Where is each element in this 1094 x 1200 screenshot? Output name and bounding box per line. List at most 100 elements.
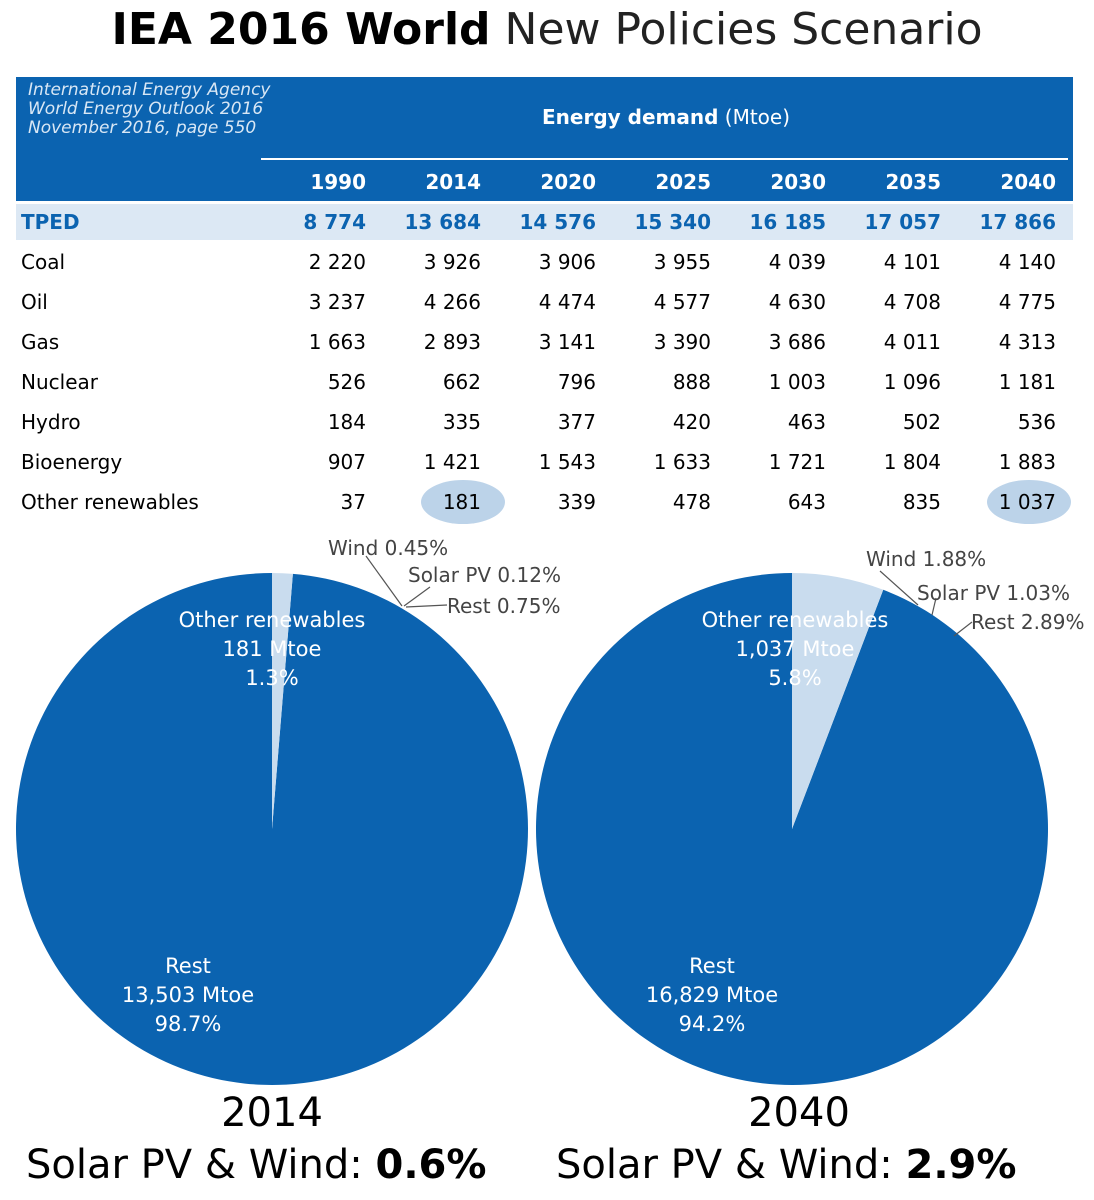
table-row: Bioenergy 907 1 421 1 543 1 633 1 721 1 …: [16, 444, 1073, 480]
year-header-row: 1990 2014 2020 2025 2030 2035 2040: [16, 167, 1073, 197]
callout-solar-2040: Solar PV 1.03%: [917, 581, 1070, 605]
cell: 907: [327, 450, 366, 474]
slice-value: 13,503 Mtoe: [121, 983, 255, 1007]
cell: 4 577: [653, 290, 711, 314]
cell: 1 181: [998, 370, 1056, 394]
table-title-bold: Energy demand: [541, 105, 719, 129]
pie-2014-year: 2014: [221, 1090, 323, 1136]
cell: 4 775: [998, 290, 1056, 314]
cell: 3 141: [538, 330, 596, 354]
cell: 478: [672, 490, 711, 514]
cell: 4 101: [883, 250, 941, 274]
slice-value: 181 Mtoe: [222, 637, 322, 661]
summary-value: 2.9%: [905, 1142, 1017, 1188]
year-header: 2035: [885, 170, 941, 194]
cell: 8 774: [303, 210, 366, 234]
cell: 888: [672, 370, 711, 394]
cell: 17 866: [979, 210, 1056, 234]
cell: 1 037: [998, 490, 1056, 514]
cell: 1 543: [538, 450, 596, 474]
highlight-2014: [421, 480, 505, 524]
year-header: 2040: [1000, 170, 1056, 194]
cell: 377: [557, 410, 596, 434]
slice-name: Other renewables: [701, 608, 889, 632]
cell: 3 686: [768, 330, 826, 354]
row-label: Coal: [21, 250, 66, 274]
cell: 16 185: [749, 210, 826, 234]
callout-leader-line: [365, 555, 403, 607]
table-row: Oil 3 237 4 266 4 474 4 577 4 630 4 708 …: [16, 284, 1073, 320]
source-line: International Energy Agency: [28, 80, 271, 100]
cell: 17 057: [864, 210, 941, 234]
highlight-2040: [987, 480, 1071, 524]
cell: 1 883: [998, 450, 1056, 474]
cell: 1 096: [883, 370, 941, 394]
cell: 835: [902, 490, 941, 514]
table-row: Other renewables 37 181 339 478 643 835 …: [16, 484, 1073, 520]
summary-2040: Solar PV & Wind: 2.9%: [556, 1140, 1016, 1190]
cell: 3 906: [538, 250, 596, 274]
year-header: 2030: [770, 170, 826, 194]
cell: 4 011: [883, 330, 941, 354]
cell: 4 708: [883, 290, 941, 314]
cell: 463: [787, 410, 826, 434]
callout-rest-2014: Rest 0.75%: [447, 594, 561, 618]
year-header: 2025: [655, 170, 711, 194]
cell: 181: [442, 490, 481, 514]
cell: 2 893: [423, 330, 481, 354]
row-label: Nuclear: [21, 370, 98, 394]
cell: 502: [902, 410, 941, 434]
pie-2014-rest-label: Rest 13,503 Mtoe 98.7%: [88, 952, 288, 1039]
slice-percent: 5.8%: [768, 666, 822, 690]
slice-name: Rest: [689, 954, 735, 978]
source-line: World Energy Outlook 2016: [28, 99, 264, 119]
callout-wind-2040: Wind 1.88%: [866, 547, 987, 571]
cell: 643: [787, 490, 826, 514]
pie-2040-rest-label: Rest 16,829 Mtoe 94.2%: [612, 952, 812, 1039]
slice-percent: 1.3%: [245, 666, 299, 690]
cell: 1 633: [653, 450, 711, 474]
cell: 15 340: [634, 210, 711, 234]
summary-2014: Solar PV & Wind: 0.6%: [26, 1140, 486, 1190]
year-header: 2014: [425, 170, 481, 194]
cell: 4 313: [998, 330, 1056, 354]
table-row-tped: TPED 8 774 13 684 14 576 15 340 16 185 1…: [16, 204, 1073, 240]
slice-value: 16,829 Mtoe: [645, 983, 779, 1007]
callout-solar-2014: Solar PV 0.12%: [408, 563, 561, 587]
cell: 3 390: [653, 330, 711, 354]
row-label: Hydro: [21, 410, 81, 434]
header-divider: [261, 158, 1068, 160]
callout-leader-line: [879, 570, 919, 606]
cell: 37: [340, 490, 366, 514]
cell: 3 237: [308, 290, 366, 314]
slice-percent: 94.2%: [678, 1012, 746, 1036]
table-header: International Energy Agency World Energy…: [16, 77, 1073, 201]
source-note: International Energy Agency World Energy…: [28, 81, 270, 138]
cell: 526: [327, 370, 366, 394]
slice-name: Rest: [165, 954, 211, 978]
callout-leader-line: [953, 621, 973, 637]
slice-percent: 98.7%: [154, 1012, 222, 1036]
pie-2040-year: 2040: [748, 1090, 850, 1136]
year-header: 2020: [540, 170, 596, 194]
cell: 335: [442, 410, 481, 434]
slice-value: 1,037 Mtoe: [735, 637, 855, 661]
row-label: Gas: [21, 330, 60, 354]
table-row: Gas 1 663 2 893 3 141 3 390 3 686 4 011 …: [16, 324, 1073, 360]
title-bold: IEA 2016 World: [111, 4, 491, 55]
year-header: 1990: [310, 170, 366, 194]
cell: 14 576: [519, 210, 596, 234]
cell: 3 926: [423, 250, 481, 274]
cell: 796: [557, 370, 596, 394]
cell: 4 140: [998, 250, 1056, 274]
table-title: Energy demand (Mtoe): [436, 105, 896, 129]
cell: 4 630: [768, 290, 826, 314]
table-row: Coal 2 220 3 926 3 906 3 955 4 039 4 101…: [16, 244, 1073, 280]
callout-wind-2014: Wind 0.45%: [328, 536, 449, 560]
cell: 1 421: [423, 450, 481, 474]
callout-leader-line: [405, 604, 448, 608]
cell: 420: [672, 410, 711, 434]
table-row: Nuclear 526 662 796 888 1 003 1 096 1 18…: [16, 364, 1073, 400]
row-label: Bioenergy: [21, 450, 123, 474]
cell: 1 721: [768, 450, 826, 474]
